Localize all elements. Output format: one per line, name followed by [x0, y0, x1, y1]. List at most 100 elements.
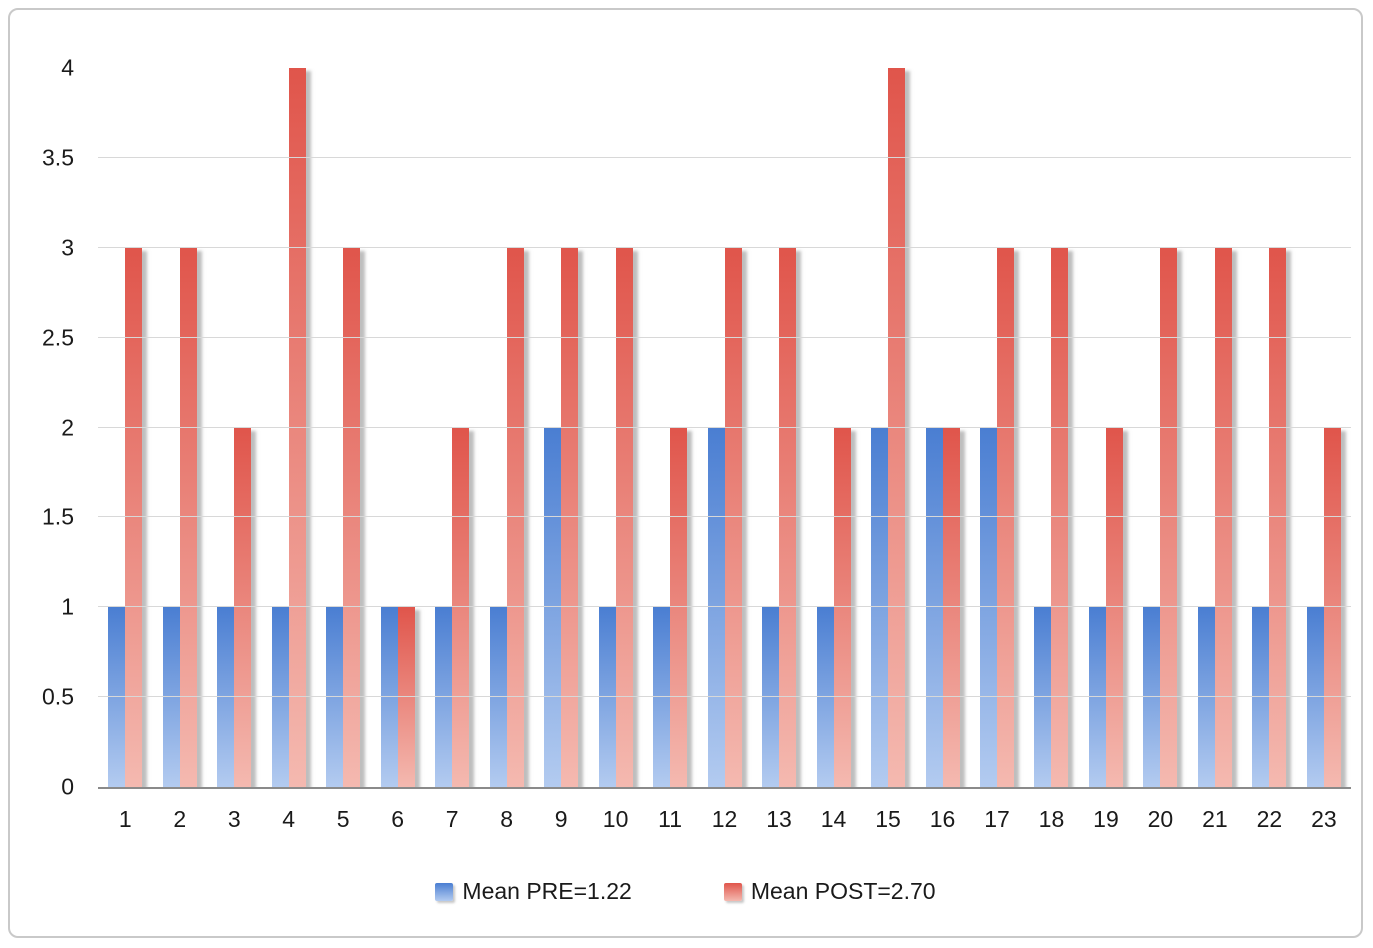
bar-group: [425, 68, 479, 787]
bar-group: [861, 68, 915, 787]
bar-post: [833, 427, 851, 787]
bar-post: [1160, 247, 1178, 787]
x-tick-label: 23: [1311, 806, 1337, 832]
x-tick-label: 17: [984, 806, 1010, 832]
legend-item-pre: Mean PRE=1.22: [435, 878, 632, 905]
bar-post: [1051, 247, 1069, 787]
bar-pre: [544, 427, 562, 787]
bar-pre: [871, 427, 889, 787]
x-tick-label: 2: [173, 806, 187, 832]
y-tick-label: 4: [61, 54, 74, 81]
bar-post: [506, 247, 524, 787]
bar-pre: [1143, 607, 1161, 787]
x-tick-label: 12: [711, 806, 738, 832]
x-tick-label: 1: [118, 806, 132, 832]
y-axis: 0 0.5 1 1.5 2 2.5 3 3.5 4: [10, 56, 88, 798]
bar-pre: [816, 607, 834, 787]
x-tick-label: 4: [282, 806, 296, 832]
y-tick-label: 3: [61, 234, 74, 261]
plot-area: [98, 68, 1351, 789]
bar-pre: [1197, 607, 1215, 787]
bar-pre: [653, 607, 671, 787]
y-tick-label: 2: [61, 414, 74, 440]
bar-post: [942, 427, 960, 787]
bar-pre: [108, 607, 126, 787]
legend-label: Mean PRE=1.22: [462, 878, 632, 904]
y-tick-label: 3.5: [42, 144, 74, 171]
y-tick-label: 0: [61, 773, 74, 800]
bar-pre: [1034, 607, 1052, 787]
legend-swatch: [435, 882, 454, 901]
bar-group: [1297, 68, 1351, 787]
gridline: [98, 696, 1351, 698]
x-tick-label: 22: [1256, 806, 1283, 832]
bar-group: [1024, 68, 1078, 787]
bar-group: [316, 68, 370, 787]
bar-post: [288, 68, 306, 787]
bar-pre: [435, 607, 453, 787]
x-axis: 1 2 3 4 5 6 7 8 9 10 11 12 13 14 15 16 17 18 19 20 21 22 23: [98, 806, 1351, 833]
bar-pre: [979, 427, 997, 787]
bar-pre: [707, 427, 725, 787]
x-tick-label: 19: [1093, 806, 1119, 832]
bar-pre: [1306, 607, 1324, 787]
bar-post: [1105, 427, 1123, 787]
bar-pre: [380, 607, 398, 787]
bar-group: [697, 68, 751, 787]
x-tick-label: 18: [1038, 806, 1065, 832]
bar-group: [370, 68, 424, 787]
bar-group: [806, 68, 860, 787]
bar-post: [397, 607, 415, 787]
bar-post: [561, 247, 579, 787]
bar-post: [670, 427, 688, 787]
bar-post: [125, 247, 143, 787]
bar-post: [1269, 247, 1287, 787]
gridline: [98, 246, 1351, 248]
bar-pre: [1088, 607, 1106, 787]
bar-group: [534, 68, 588, 787]
gridline: [98, 606, 1351, 608]
y-tick-label: 1: [61, 593, 74, 620]
bar-group: [152, 68, 206, 787]
bar-post: [234, 427, 252, 787]
bar-pre: [489, 607, 507, 787]
legend-swatch: [723, 882, 742, 901]
y-tick-label: 2.5: [42, 324, 74, 351]
bar-pre: [762, 607, 780, 787]
bar-post: [1214, 247, 1232, 787]
x-tick-label: 3: [227, 806, 241, 832]
bar-group: [207, 68, 261, 787]
x-tick-label: 20: [1147, 806, 1174, 832]
x-tick-label: 16: [929, 806, 956, 832]
bar-post: [779, 247, 797, 787]
chart-frame: 0 0.5 1 1.5 2 2.5 3 3.5 4 1 2 3 4 5 6 7 8 9 10 11 12 13 14 15 1…: [8, 8, 1363, 938]
bar-group: [915, 68, 969, 787]
bar-group: [588, 68, 642, 787]
gridline: [98, 336, 1351, 338]
legend: Mean PRE=1.22 Mean POST=2.70: [10, 878, 1361, 905]
x-tick-label: 10: [602, 806, 629, 832]
x-tick-label: 6: [391, 806, 405, 832]
bar-pre: [162, 607, 180, 787]
bar-group: [98, 68, 152, 787]
bar-group: [1188, 68, 1242, 787]
bar-group: [261, 68, 315, 787]
bar-pre: [1252, 607, 1270, 787]
bar-group: [643, 68, 697, 787]
x-tick-label: 15: [875, 806, 901, 832]
bar-pre: [271, 607, 289, 787]
y-tick-label: 0.5: [42, 683, 74, 710]
bar-group: [1242, 68, 1296, 787]
bar-pre: [925, 427, 943, 787]
bar-post: [1323, 427, 1341, 787]
bar-pre: [598, 607, 616, 787]
legend-item-post: Mean POST=2.70: [723, 878, 936, 905]
bar-group: [479, 68, 533, 787]
bar-group: [1133, 68, 1187, 787]
gridline: [98, 516, 1351, 518]
bar-post: [996, 247, 1014, 787]
bar-post: [452, 427, 470, 787]
x-tick-label: 13: [766, 806, 792, 832]
bar-pre: [217, 607, 235, 787]
bar-post: [179, 247, 197, 787]
